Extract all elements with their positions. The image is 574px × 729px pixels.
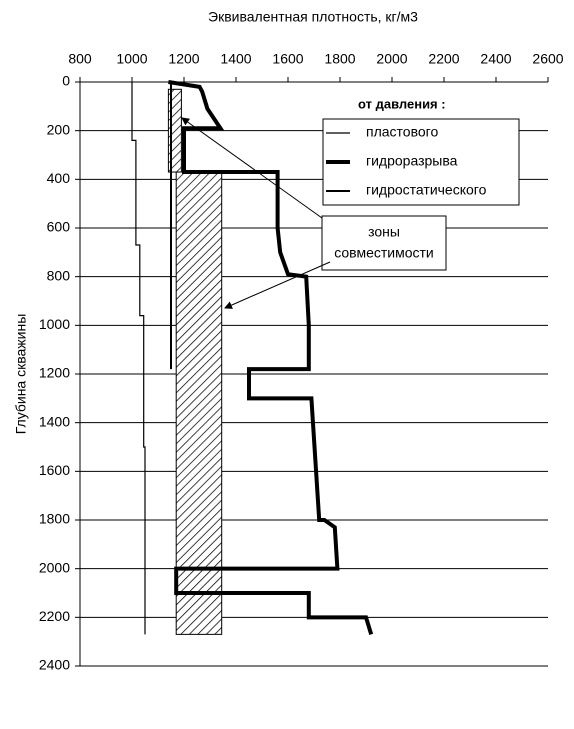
series-line xyxy=(168,80,374,635)
x-tick-label: 2000 xyxy=(376,51,407,67)
legend-label: пластового xyxy=(366,124,438,140)
annotation-box xyxy=(321,215,447,271)
y-tick-label: 1800 xyxy=(39,511,70,527)
y-tick-label: 0 xyxy=(62,73,70,89)
x-tick-label: 2200 xyxy=(428,51,459,67)
x-axis-title: Эквивалентная плотность, кг/м3 xyxy=(208,9,418,25)
y-tick-label: 1000 xyxy=(39,316,70,332)
legend-label: гидростатического xyxy=(366,182,487,198)
y-tick-label: 1200 xyxy=(39,365,70,381)
annotation: совместимости xyxy=(334,245,434,261)
y-tick-label: 400 xyxy=(47,170,71,186)
y-tick-label: 2200 xyxy=(39,608,70,624)
y-tick-label: 800 xyxy=(47,267,71,283)
series-line xyxy=(131,82,146,635)
y-tick-label: 1600 xyxy=(39,462,70,478)
compatibility-zone xyxy=(175,171,223,635)
annotation: зоны xyxy=(368,224,400,240)
y-tick-label: 600 xyxy=(47,219,71,235)
x-tick-label: 1600 xyxy=(272,51,303,67)
x-tick-label: 800 xyxy=(68,51,92,67)
y-tick-label: 1400 xyxy=(39,413,70,429)
x-tick-label: 1000 xyxy=(116,51,147,67)
arrow xyxy=(224,261,331,309)
x-tick-label: 1400 xyxy=(220,51,251,67)
x-tick-label: 2600 xyxy=(532,51,563,67)
arrow xyxy=(181,117,323,219)
y-tick-label: 2000 xyxy=(39,559,70,575)
legend-label: гидроразрыва xyxy=(366,153,458,169)
x-tick-label: 2400 xyxy=(480,51,511,67)
legend-title: от давления : xyxy=(358,96,446,111)
y-axis-title: Глубина скважины xyxy=(13,314,29,435)
x-tick-label: 1800 xyxy=(324,51,355,67)
y-tick-label: 200 xyxy=(47,121,71,137)
y-tick-label: 2400 xyxy=(39,657,70,673)
legend-box xyxy=(322,118,520,206)
x-tick-label: 1200 xyxy=(168,51,199,67)
